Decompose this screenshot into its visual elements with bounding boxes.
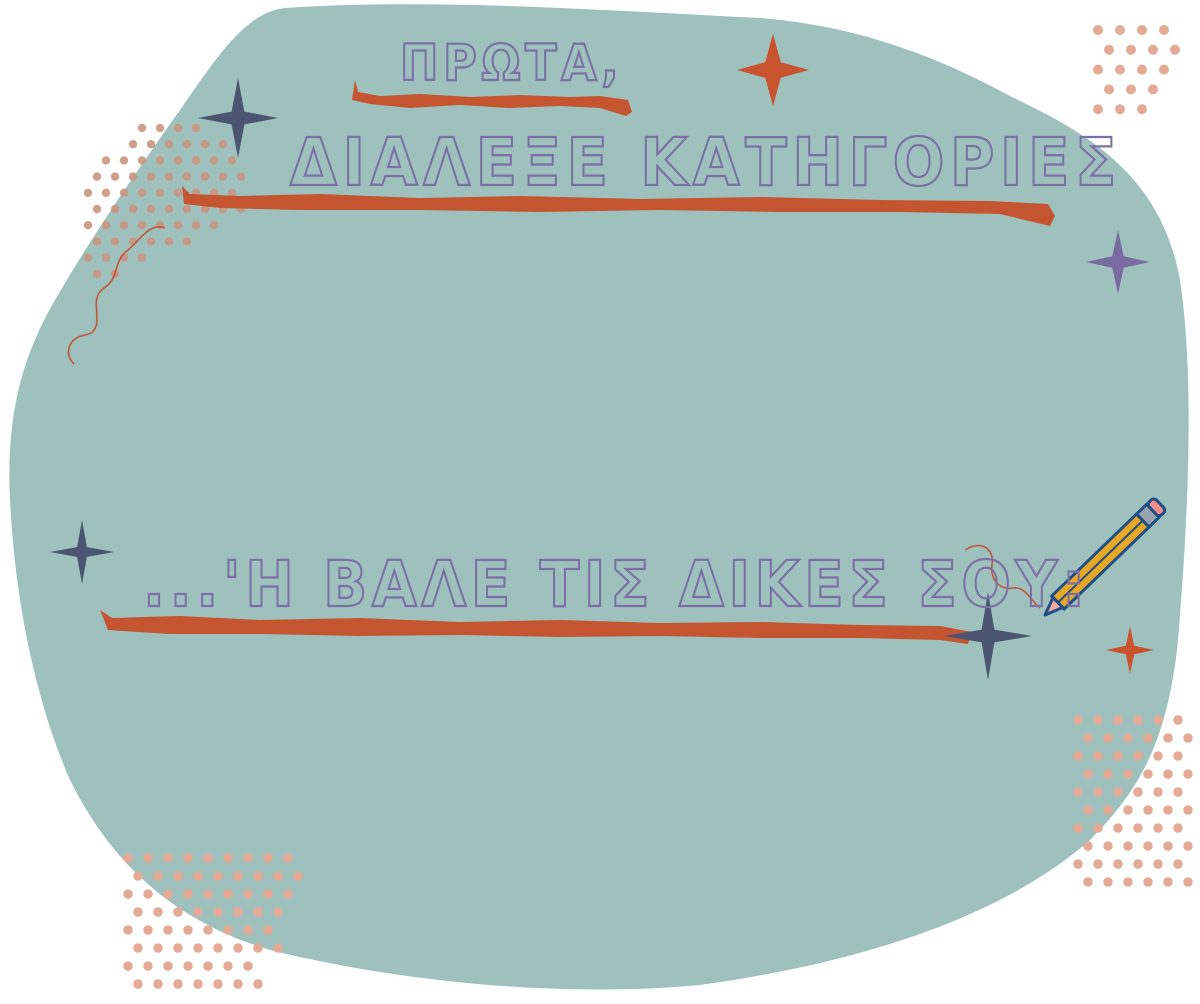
underline-1 bbox=[352, 80, 632, 116]
pencil-icon bbox=[1043, 497, 1167, 617]
star-icon bbox=[944, 592, 1032, 680]
squiggle-line bbox=[67, 226, 166, 365]
dot-pattern-top-right bbox=[1093, 25, 1180, 115]
star-icon bbox=[198, 78, 278, 158]
dot-pattern-top-left bbox=[83, 123, 246, 278]
heading-first: ΠΡΩΤΑ, bbox=[399, 34, 624, 92]
underline-3 bbox=[100, 610, 972, 644]
heading-choose-categories: ΔΙΑΛΕΞΕ ΚΑΤΗΓΟΡΙΕΣ bbox=[289, 124, 1123, 201]
star-icon bbox=[1106, 626, 1154, 674]
blob-shape bbox=[9, 4, 1189, 990]
underline-2 bbox=[182, 186, 1055, 226]
squiggle-line bbox=[964, 544, 1041, 609]
star-icon bbox=[1086, 230, 1150, 294]
dot-pattern-bottom-left bbox=[123, 853, 303, 989]
star-icon bbox=[737, 34, 809, 106]
star-icon bbox=[50, 520, 114, 584]
dot-pattern-bottom-right bbox=[1073, 715, 1193, 887]
heading-add-your-own: ...'Η ΒΑΛΕ ΤΙΣ ΔΙΚΕΣ ΣΟΥ: bbox=[142, 548, 1090, 621]
